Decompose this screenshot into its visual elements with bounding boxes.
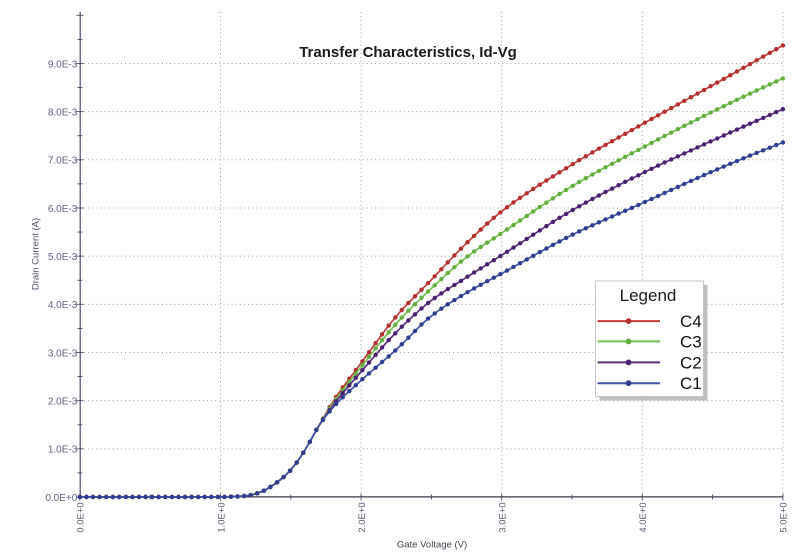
svg-text:Gate Voltage (V): Gate Voltage (V) — [397, 540, 467, 551]
svg-text:2.0E+0: 2.0E+0 — [357, 502, 368, 532]
svg-text:C4: C4 — [680, 312, 702, 331]
svg-text:5.0E+0: 5.0E+0 — [779, 502, 790, 532]
svg-text:6.0E-3: 6.0E-3 — [48, 204, 78, 215]
svg-text:2.0E-3: 2.0E-3 — [48, 396, 78, 407]
svg-text:C2: C2 — [680, 353, 702, 372]
svg-text:Transfer Characteristics, Id-V: Transfer Characteristics, Id-Vg — [299, 44, 517, 61]
svg-text:0.0E+0: 0.0E+0 — [45, 493, 77, 504]
svg-text:3.0E+0: 3.0E+0 — [498, 502, 509, 532]
svg-text:Drain Current (A): Drain Current (A) — [31, 218, 42, 290]
svg-text:4.0E+0: 4.0E+0 — [638, 502, 649, 532]
svg-text:0.0E+0: 0.0E+0 — [76, 502, 87, 532]
svg-text:4.0E-3: 4.0E-3 — [48, 300, 78, 311]
svg-text:C3: C3 — [680, 332, 702, 351]
svg-text:9.0E-3: 9.0E-3 — [48, 59, 78, 70]
svg-text:1.0E+0: 1.0E+0 — [216, 502, 227, 532]
svg-text:3.0E-3: 3.0E-3 — [48, 348, 78, 359]
svg-text:C1: C1 — [680, 374, 702, 393]
svg-text:5.0E-3: 5.0E-3 — [48, 252, 78, 263]
svg-text:1.0E-3: 1.0E-3 — [48, 445, 78, 456]
svg-text:Legend: Legend — [620, 286, 677, 305]
svg-text:8.0E-3: 8.0E-3 — [48, 107, 78, 118]
svg-text:7.0E-3: 7.0E-3 — [48, 156, 78, 167]
